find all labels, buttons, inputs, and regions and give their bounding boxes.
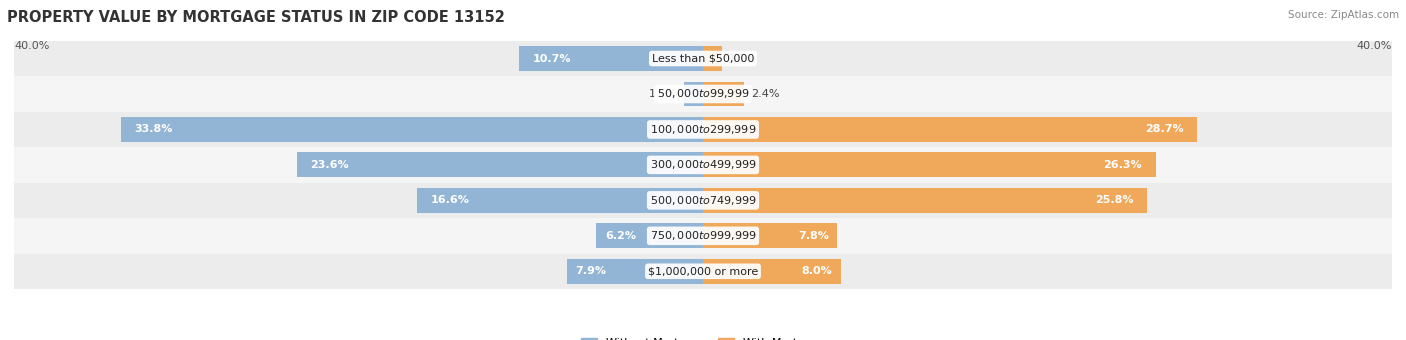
Bar bbox=[14, 112, 1392, 147]
Text: $750,000 to $999,999: $750,000 to $999,999 bbox=[650, 229, 756, 242]
Text: $100,000 to $299,999: $100,000 to $299,999 bbox=[650, 123, 756, 136]
Text: 10.7%: 10.7% bbox=[533, 53, 571, 64]
Bar bbox=[14, 76, 1392, 112]
Bar bbox=[703, 82, 744, 106]
Bar bbox=[14, 41, 1392, 76]
Text: 7.8%: 7.8% bbox=[797, 231, 828, 241]
Bar bbox=[703, 153, 1156, 177]
Text: 1.1%: 1.1% bbox=[728, 53, 756, 64]
Text: Less than $50,000: Less than $50,000 bbox=[652, 53, 754, 64]
Text: 28.7%: 28.7% bbox=[1144, 124, 1184, 134]
Legend: Without Mortgage, With Mortgage: Without Mortgage, With Mortgage bbox=[576, 333, 830, 340]
Text: 2.4%: 2.4% bbox=[751, 89, 780, 99]
Bar bbox=[567, 259, 703, 284]
Bar bbox=[703, 46, 721, 71]
Bar bbox=[703, 117, 1198, 142]
Text: 26.3%: 26.3% bbox=[1104, 160, 1142, 170]
Text: PROPERTY VALUE BY MORTGAGE STATUS IN ZIP CODE 13152: PROPERTY VALUE BY MORTGAGE STATUS IN ZIP… bbox=[7, 10, 505, 25]
Text: 7.9%: 7.9% bbox=[575, 266, 606, 276]
Bar bbox=[418, 188, 703, 213]
Text: 25.8%: 25.8% bbox=[1095, 195, 1133, 205]
Bar bbox=[14, 147, 1392, 183]
Bar bbox=[685, 82, 703, 106]
Bar bbox=[703, 259, 841, 284]
Text: 40.0%: 40.0% bbox=[1357, 41, 1392, 51]
Text: $500,000 to $749,999: $500,000 to $749,999 bbox=[650, 194, 756, 207]
Bar bbox=[703, 223, 838, 248]
Text: Source: ZipAtlas.com: Source: ZipAtlas.com bbox=[1288, 10, 1399, 20]
Bar bbox=[703, 188, 1147, 213]
Text: 1.1%: 1.1% bbox=[650, 89, 678, 99]
Text: 23.6%: 23.6% bbox=[311, 160, 349, 170]
Bar bbox=[14, 254, 1392, 289]
Text: $1,000,000 or more: $1,000,000 or more bbox=[648, 266, 758, 276]
Bar bbox=[121, 117, 703, 142]
Bar bbox=[519, 46, 703, 71]
Bar bbox=[297, 153, 703, 177]
Text: $50,000 to $99,999: $50,000 to $99,999 bbox=[657, 87, 749, 101]
Bar bbox=[14, 183, 1392, 218]
Text: 16.6%: 16.6% bbox=[430, 195, 470, 205]
Text: 6.2%: 6.2% bbox=[605, 231, 636, 241]
Bar bbox=[14, 218, 1392, 254]
Text: 40.0%: 40.0% bbox=[14, 41, 49, 51]
Text: $300,000 to $499,999: $300,000 to $499,999 bbox=[650, 158, 756, 171]
Bar bbox=[596, 223, 703, 248]
Text: 8.0%: 8.0% bbox=[801, 266, 832, 276]
Text: 33.8%: 33.8% bbox=[135, 124, 173, 134]
